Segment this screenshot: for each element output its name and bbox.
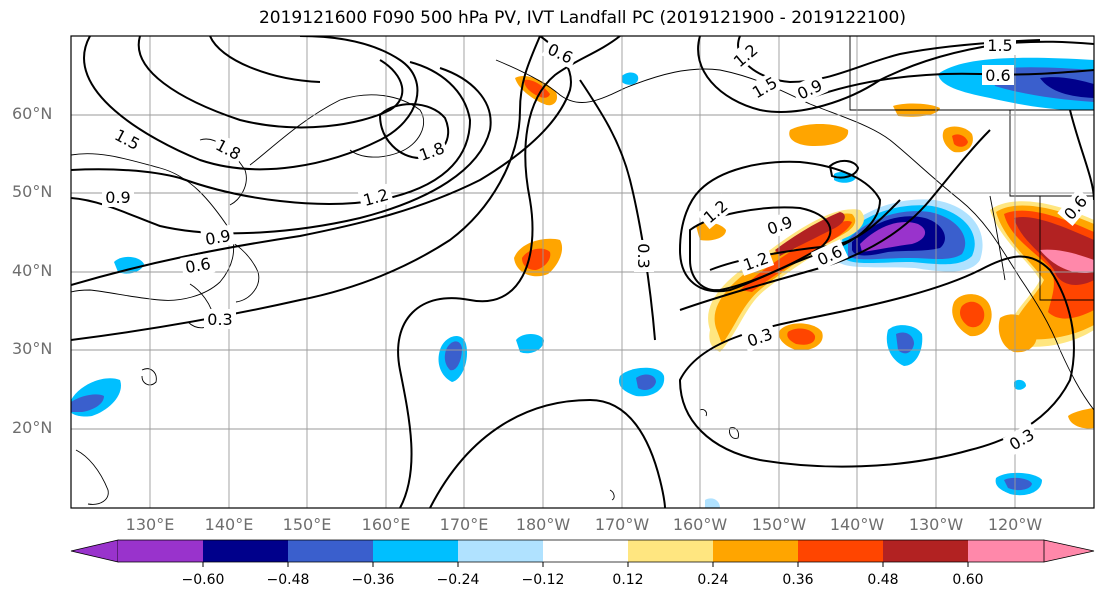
lon-label: 130°E <box>125 515 175 534</box>
contour-label: 0.3 <box>207 310 232 329</box>
lon-label: 150°W <box>751 515 807 534</box>
colorbar-bin <box>203 540 288 562</box>
lon-label: 160°E <box>361 515 411 534</box>
pv-contours <box>71 36 1094 508</box>
contour-label-group: 1.5 1.8 1.8 0.9 0.9 1.2 0.6 0.3 0.6 0.3 … <box>102 36 1094 456</box>
lat-label: 20°N <box>12 418 53 437</box>
contour-label: 1.5 <box>987 36 1012 55</box>
lat-label: 50°N <box>12 182 53 201</box>
contour-label: 0.9 <box>204 226 232 249</box>
map-border <box>70 35 1095 509</box>
colorbar-tick-label: 0.24 <box>697 572 729 588</box>
lat-label: 30°N <box>12 339 53 358</box>
colorbar <box>70 539 1095 567</box>
colorbar-bin <box>883 540 968 562</box>
colorbar-tick-label: 0.48 <box>867 572 899 588</box>
graticule <box>71 36 1094 508</box>
colorbar-bin <box>798 540 883 562</box>
colorbar-tick-label: −0.24 <box>436 572 480 588</box>
lon-label: 170°W <box>594 515 650 534</box>
colorbar-extend-high <box>1043 539 1095 563</box>
colorbar-bin <box>458 540 543 562</box>
lon-label: 150°E <box>282 515 332 534</box>
colorbar-tick-label: 0.36 <box>782 572 814 588</box>
lon-label: 160°W <box>672 515 728 534</box>
colorbar-bin <box>118 540 203 562</box>
colorbar-extend-low <box>70 539 119 563</box>
colorbar-tick-label: −0.60 <box>181 572 225 588</box>
colorbar-tick-label: 0.60 <box>952 572 984 588</box>
lon-label: 140°E <box>204 515 254 534</box>
lon-label: 170°E <box>439 515 489 534</box>
lon-label: 120°W <box>987 515 1043 534</box>
lon-label: 180°W <box>515 515 571 534</box>
colorbar-bin <box>968 540 1044 562</box>
contour-label: 0.9 <box>105 188 130 207</box>
lat-label: 60°N <box>12 104 53 123</box>
lon-label: 130°W <box>908 515 964 534</box>
map-title: 2019121600 F090 500 hPa PV, IVT Landfall… <box>258 8 906 28</box>
lat-label: 40°N <box>12 261 53 280</box>
contour-label: 0.3 <box>634 243 653 268</box>
contour-label: 0.6 <box>985 66 1010 85</box>
colorbar-bin <box>628 540 713 562</box>
colorbar-bin <box>373 540 458 562</box>
contour-label: 0.6 <box>184 254 212 277</box>
colorbar-bin <box>543 540 628 562</box>
colorbar-tick-label: −0.12 <box>521 572 565 588</box>
colorbar-bin <box>288 540 373 562</box>
colorbar-tick-label: −0.36 <box>351 572 395 588</box>
colorbar-tick-label: −0.48 <box>266 572 310 588</box>
colorbar-bin <box>713 540 798 562</box>
colorbar-tick-label: 0.12 <box>612 572 644 588</box>
lon-label: 140°W <box>829 515 885 534</box>
